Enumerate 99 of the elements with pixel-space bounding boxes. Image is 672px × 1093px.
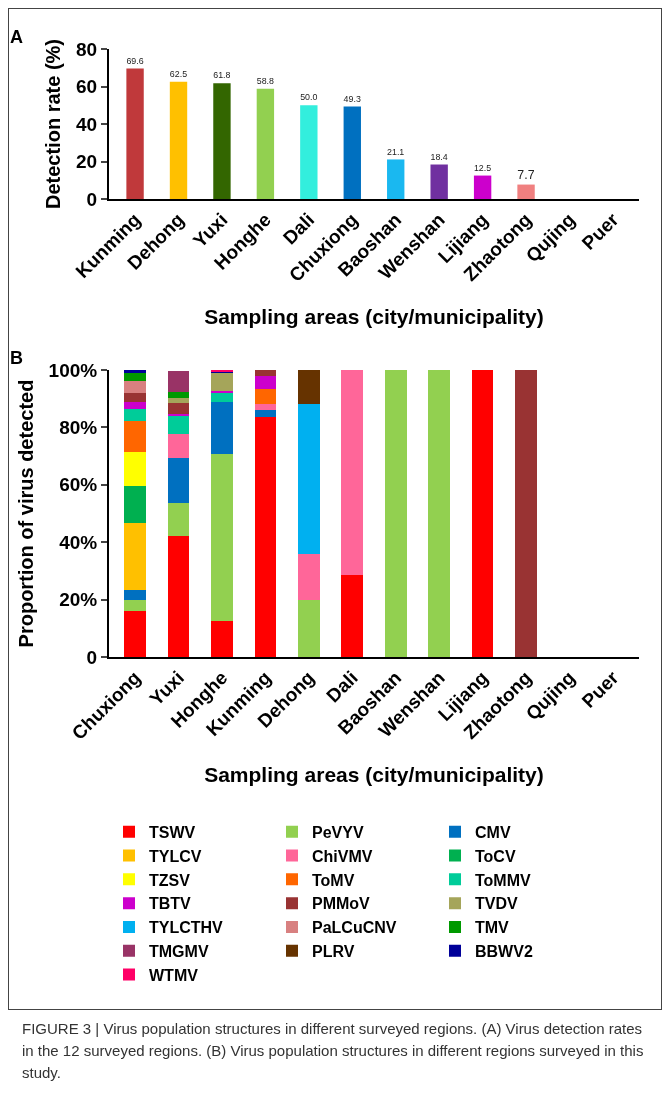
bar xyxy=(343,106,361,199)
bar xyxy=(167,415,190,434)
y-tick-label: 80 xyxy=(76,38,98,60)
bar xyxy=(254,417,277,657)
bar xyxy=(169,81,188,199)
data-label: 21.1 xyxy=(387,146,405,157)
bar xyxy=(167,536,190,657)
bar xyxy=(167,403,190,415)
bar xyxy=(124,409,146,422)
bar xyxy=(124,393,146,402)
y-tick-label: 60 xyxy=(76,76,98,98)
bar xyxy=(297,370,320,405)
y-axis-title: Detection rate (%) xyxy=(42,38,65,210)
bar xyxy=(126,68,144,199)
legend-label: TMGMV xyxy=(149,942,209,960)
bar xyxy=(124,381,146,394)
bar xyxy=(167,434,190,458)
data-label: 7.7 xyxy=(517,167,535,182)
bar xyxy=(167,392,190,399)
bar xyxy=(300,105,318,199)
bar xyxy=(297,553,320,600)
legend-label: ToMMV xyxy=(475,871,532,889)
caption: FIGURE 3 | Virus population structures in different surveyed regions. (A) Virus detection rates in the 12 surveyed regions. (B) Virus population structures in different regions surveyed in this study. xyxy=(22,1019,645,1083)
bar xyxy=(167,398,190,404)
legend-label: ToMV xyxy=(312,871,355,889)
legend-label: BBWV2 xyxy=(475,942,533,960)
bar xyxy=(430,164,448,199)
data-label: 49.3 xyxy=(343,93,361,104)
bar xyxy=(124,486,146,523)
y-axis-title: Proportion of virus detected xyxy=(14,379,37,648)
legend-label: TYLCV xyxy=(149,847,202,865)
legend-label: PaLCuCNV xyxy=(312,919,397,937)
y-tick-label: 40 xyxy=(76,113,98,135)
bar xyxy=(211,373,233,391)
legend-label: ChiVMV xyxy=(312,847,373,865)
chart-title: B xyxy=(10,348,23,368)
bar xyxy=(124,611,146,657)
bar xyxy=(517,184,535,199)
legend-label: ToCV xyxy=(475,847,516,865)
data-label: 58.8 xyxy=(256,75,275,86)
y-tick-label: 0 xyxy=(86,188,98,210)
legend-label: TZSV xyxy=(149,871,191,889)
y-tick-label: 60% xyxy=(59,474,98,496)
legend-label: WTMV xyxy=(149,966,199,984)
bar xyxy=(256,88,275,199)
legend-label: TYLCTHV xyxy=(149,919,224,937)
y-tick-label: 80% xyxy=(59,417,98,439)
bar xyxy=(387,159,405,199)
y-tick-label: 100% xyxy=(48,359,98,381)
bar xyxy=(124,421,146,453)
legend-label: TSWV xyxy=(149,823,196,841)
x-axis-title: Sampling areas (city/municipality) xyxy=(204,763,544,787)
chart-title: A xyxy=(10,27,23,47)
legend-label: TBTV xyxy=(149,895,192,913)
bar xyxy=(473,175,492,199)
legend-label: CMV xyxy=(475,823,511,841)
y-tick-label: 40% xyxy=(59,531,98,553)
bar xyxy=(167,502,190,537)
bar xyxy=(124,401,146,410)
data-label: 12.5 xyxy=(473,162,492,173)
bar xyxy=(297,599,320,657)
y-tick-label: 20 xyxy=(76,151,98,173)
bar xyxy=(124,600,146,612)
bar xyxy=(167,370,190,393)
bar xyxy=(211,392,233,403)
legend-label: TMV xyxy=(475,919,510,937)
bar xyxy=(124,372,146,382)
data-label: 61.8 xyxy=(213,70,231,81)
bar xyxy=(515,370,537,657)
legend-label: PeVYV xyxy=(312,823,364,841)
bar xyxy=(341,370,364,575)
bar xyxy=(124,590,146,601)
bar xyxy=(124,452,146,487)
legend-label: PLRV xyxy=(312,942,355,960)
bar xyxy=(211,402,233,454)
bar xyxy=(254,389,277,404)
bar xyxy=(254,403,277,410)
data-label: 62.5 xyxy=(169,68,188,79)
bar xyxy=(211,453,233,622)
data-label: 69.6 xyxy=(126,55,144,66)
bar xyxy=(341,574,364,657)
data-label: 50.0 xyxy=(300,92,318,103)
bar xyxy=(167,457,190,503)
bar xyxy=(297,404,320,554)
bar xyxy=(124,370,146,373)
x-axis-title: Sampling areas (city/municipality) xyxy=(204,305,544,329)
bar xyxy=(254,376,277,390)
bar xyxy=(428,370,451,657)
bar xyxy=(213,83,231,199)
bar xyxy=(211,621,233,657)
bar xyxy=(254,370,277,377)
legend-label: TVDV xyxy=(475,895,518,913)
bar xyxy=(384,370,407,657)
data-label: 18.4 xyxy=(430,151,448,162)
bar xyxy=(124,522,146,591)
legend-label: PMMoV xyxy=(312,895,371,913)
bar xyxy=(471,370,494,657)
y-tick-label: 20% xyxy=(59,589,98,611)
y-tick-label: 0 xyxy=(86,646,98,668)
